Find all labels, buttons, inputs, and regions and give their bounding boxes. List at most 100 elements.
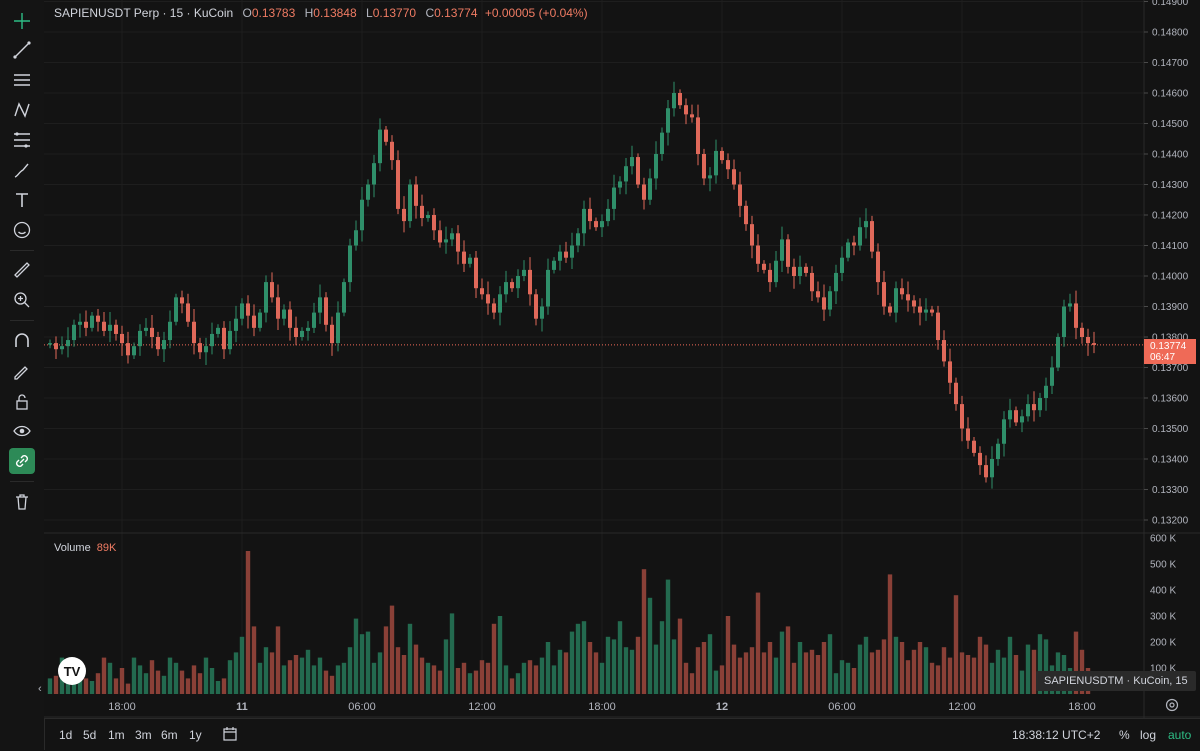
volume-bar	[497, 616, 503, 694]
candle-body	[192, 321, 196, 344]
volume-tick-label: 300 K	[1150, 612, 1176, 623]
candle-body	[384, 129, 388, 142]
brush-icon[interactable]	[9, 157, 35, 183]
log-toggle[interactable]: log	[1140, 728, 1157, 742]
emoji-icon[interactable]	[9, 217, 35, 243]
drawing-toolbar	[0, 0, 45, 750]
time-axis[interactable]: 18:00 11 06:00 12:00 18:00 12 06:00 12:00 18:00	[108, 701, 1096, 713]
volume-bar	[725, 616, 731, 694]
low-value: 0.13770	[372, 6, 417, 20]
price-tick-label: 0.13800	[1152, 333, 1189, 344]
horizontal-lines-icon[interactable]	[9, 67, 35, 93]
pencil-lock-icon[interactable]	[9, 359, 35, 385]
symbol-title[interactable]: SAPIENUSDT Perp · 15 · KuCoin	[54, 6, 234, 20]
last-price-badge: 0.13774 06:47	[1144, 339, 1196, 364]
tradingview-logo[interactable]: TV	[58, 657, 86, 685]
pattern-icon[interactable]	[9, 97, 35, 123]
candle-body	[846, 242, 850, 258]
candle-body	[798, 266, 802, 276]
trash-icon[interactable]	[9, 489, 35, 515]
price-tick-label: 0.13200	[1152, 516, 1189, 527]
candle-body	[588, 208, 592, 222]
candle-body	[990, 459, 994, 478]
volume-bar	[869, 652, 875, 694]
candle-body	[690, 114, 694, 118]
candle-body	[444, 239, 448, 243]
volume-bar	[263, 647, 269, 694]
volume-bar	[965, 655, 971, 694]
text-icon[interactable]	[9, 187, 35, 213]
volume-bar	[119, 668, 125, 694]
ruler-icon[interactable]	[9, 257, 35, 283]
price-axis[interactable]: 0.13200 0.13300 0.13400 0.13500 0.13600 0.137…	[1144, 0, 1189, 527]
volume-bar	[815, 655, 821, 694]
candle-body	[78, 321, 82, 325]
candle-body	[450, 233, 454, 240]
fib-icon[interactable]	[9, 127, 35, 153]
lock-icon[interactable]	[9, 389, 35, 415]
candle-body	[702, 154, 706, 179]
volume-bar	[443, 639, 449, 694]
volume-bar	[155, 670, 161, 694]
volume-bar	[827, 634, 833, 694]
candle-body	[84, 321, 88, 328]
candle-body	[666, 108, 670, 133]
time-tick-label: 06:00	[828, 701, 856, 713]
range-1y[interactable]: 1y	[189, 728, 202, 742]
candle-body	[240, 303, 244, 319]
candle-body	[714, 150, 718, 176]
price-chart[interactable]: 0.13200 0.13300 0.13400 0.13500 0.13600 0.137…	[44, 0, 1200, 718]
calendar-icon[interactable]	[222, 726, 238, 747]
candle-body	[396, 160, 400, 209]
chart-settings-button[interactable]	[1144, 691, 1200, 718]
magnet-icon[interactable]	[9, 328, 35, 354]
candle-body	[696, 117, 700, 154]
volume-bar	[413, 644, 419, 694]
link-icon[interactable]	[9, 448, 35, 474]
candle-body	[72, 324, 76, 341]
volume-bar	[371, 662, 377, 694]
volume-bar	[755, 592, 761, 694]
candle-body	[756, 245, 760, 264]
candle-body	[156, 337, 160, 350]
trend-line-icon[interactable]	[9, 37, 35, 63]
price-tick-label: 0.13500	[1152, 424, 1189, 435]
volume-label[interactable]: Volume	[54, 542, 91, 554]
candle-body	[402, 208, 406, 222]
candle-body	[378, 129, 382, 164]
candle-body	[1068, 303, 1072, 307]
volume-bar	[761, 652, 767, 694]
volume-bar	[983, 644, 989, 694]
volume-bar	[515, 673, 521, 694]
range-3m[interactable]: 3m	[135, 728, 152, 742]
candle-body	[480, 288, 484, 295]
crosshair-icon[interactable]	[9, 8, 35, 34]
volume-bar	[635, 636, 641, 694]
zoom-in-icon[interactable]	[9, 287, 35, 313]
volume-bar	[95, 673, 101, 694]
price-tick-label: 0.14600	[1152, 89, 1189, 100]
volume-bar	[251, 626, 257, 694]
scroll-left-icon[interactable]: ‹	[38, 683, 42, 695]
candle-body	[54, 343, 58, 350]
candle-body	[618, 181, 622, 188]
volume-bar	[641, 569, 647, 694]
volume-bar	[209, 668, 215, 694]
candle-body	[318, 297, 322, 313]
auto-toggle[interactable]: auto	[1168, 728, 1192, 742]
price-tick-label: 0.14400	[1152, 150, 1189, 161]
candle-body	[1014, 410, 1018, 423]
volume-bar	[881, 639, 887, 694]
volume-bar	[137, 665, 143, 694]
percent-toggle[interactable]: %	[1119, 728, 1130, 742]
volume-bar	[149, 660, 155, 694]
range-1m[interactable]: 1m	[108, 728, 125, 742]
range-1d[interactable]: 1d	[59, 728, 73, 742]
candle-body	[966, 428, 970, 441]
clock-time[interactable]: 18:38:12 UTC+2	[1012, 728, 1101, 742]
volume-bar	[161, 675, 167, 694]
range-6m[interactable]: 6m	[161, 728, 178, 742]
volume-bar	[341, 662, 347, 694]
range-5d[interactable]: 5d	[83, 728, 97, 742]
eye-icon[interactable]	[9, 418, 35, 444]
